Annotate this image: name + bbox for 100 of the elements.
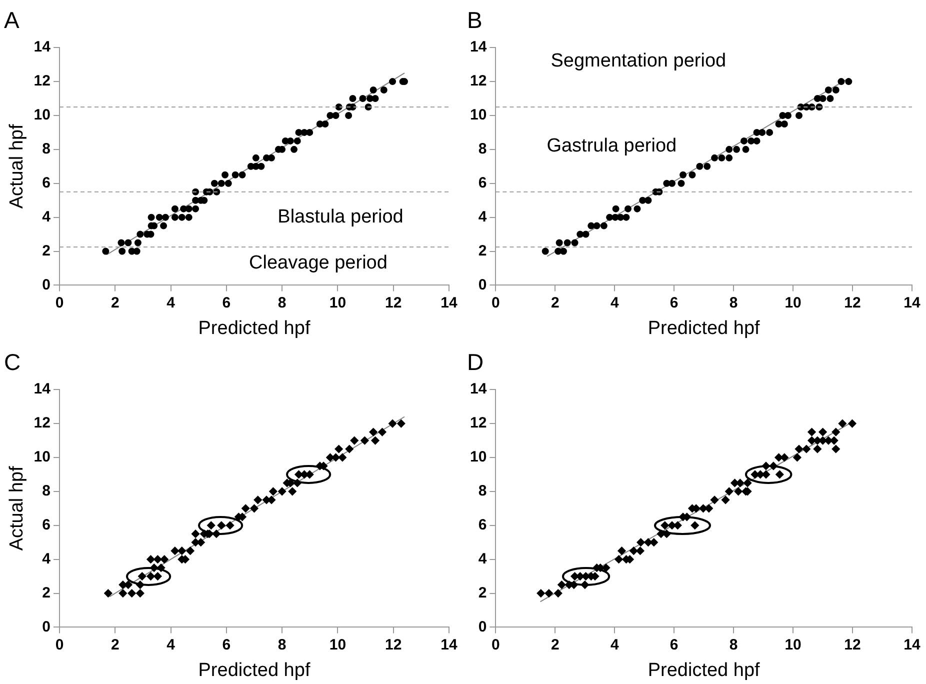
x-tick-label: 2 xyxy=(550,294,560,312)
y-tick-label: 4 xyxy=(42,208,52,226)
point xyxy=(560,248,567,255)
point xyxy=(269,487,278,496)
point xyxy=(154,572,162,580)
point xyxy=(668,180,676,187)
x-tick-label: 12 xyxy=(844,636,861,654)
point xyxy=(388,419,397,428)
y-tick-label: 4 xyxy=(42,550,52,568)
y-tick-label: 10 xyxy=(470,106,487,124)
x-tick-label: 12 xyxy=(844,294,861,312)
point xyxy=(360,436,369,445)
point xyxy=(733,146,740,153)
point xyxy=(138,572,146,580)
point xyxy=(845,78,852,86)
x-tick-label: 8 xyxy=(278,636,286,654)
x-tick-label: 14 xyxy=(904,294,921,312)
point xyxy=(191,530,200,538)
x-tick-label: 4 xyxy=(610,294,620,312)
point xyxy=(242,504,250,512)
x-axis-title: Predicted hpf xyxy=(648,318,761,339)
chart-title: B xyxy=(467,7,482,34)
point xyxy=(622,214,630,221)
point xyxy=(617,214,624,221)
point xyxy=(634,205,641,212)
point xyxy=(593,222,600,230)
point xyxy=(254,496,262,504)
point xyxy=(688,171,696,178)
y-tick-label: 6 xyxy=(478,516,487,534)
y-tick-label: 12 xyxy=(34,72,50,90)
annotation: Cleavage period xyxy=(249,252,388,274)
x-tick-label: 4 xyxy=(166,294,176,312)
y-tick-label: 6 xyxy=(478,174,487,192)
point xyxy=(678,180,685,187)
point xyxy=(160,555,168,564)
x-tick-label: 10 xyxy=(329,294,346,312)
point xyxy=(571,239,578,246)
x-tick-label: 6 xyxy=(222,294,231,312)
annotation: Segmentation period xyxy=(550,50,726,72)
x-tick-label: 2 xyxy=(110,636,120,654)
point xyxy=(128,589,136,598)
point xyxy=(753,137,760,144)
point xyxy=(600,222,608,230)
annotation: Gastrula period xyxy=(546,135,677,156)
y-tick-label: 12 xyxy=(470,72,487,90)
x-tick-label: 0 xyxy=(55,294,64,312)
y-tick-label: 0 xyxy=(42,618,50,636)
chart-title: C xyxy=(4,349,21,376)
annotation: Blastula period xyxy=(278,206,404,228)
point xyxy=(796,112,802,119)
point xyxy=(718,154,726,162)
y-tick-label: 8 xyxy=(42,140,50,158)
chart-title: D xyxy=(467,349,484,376)
y-tick-label: 2 xyxy=(42,242,50,260)
point xyxy=(838,78,845,86)
x-tick-label: 2 xyxy=(550,636,560,654)
y-axis-title: Actual hpf xyxy=(6,465,28,551)
point xyxy=(146,572,155,580)
point xyxy=(136,589,144,598)
y-tick-label: 12 xyxy=(34,414,50,432)
point xyxy=(582,230,590,238)
x-tick-label: 10 xyxy=(784,636,802,654)
y-tick-label: 6 xyxy=(42,174,50,192)
y-tick-label: 8 xyxy=(478,140,487,158)
point xyxy=(824,86,832,94)
y-tick-label: 0 xyxy=(478,276,487,294)
point xyxy=(104,589,112,598)
y-tick-label: 8 xyxy=(42,482,50,500)
x-tick-label: 8 xyxy=(278,294,286,312)
x-tick-label: 6 xyxy=(670,294,678,312)
y-tick-label: 0 xyxy=(478,618,487,636)
point xyxy=(644,196,652,204)
point xyxy=(624,205,632,212)
point xyxy=(819,95,826,102)
point xyxy=(784,112,792,119)
point xyxy=(766,128,774,136)
x-tick-label: 0 xyxy=(492,636,500,654)
point xyxy=(680,171,687,178)
point xyxy=(775,120,782,128)
x-tick-label: 14 xyxy=(440,294,458,312)
point xyxy=(711,154,718,162)
point xyxy=(378,428,386,436)
y-tick-label: 14 xyxy=(34,38,52,56)
point xyxy=(564,239,571,246)
y-tick-label: 2 xyxy=(478,242,487,260)
point xyxy=(226,521,234,530)
y-tick-label: 12 xyxy=(470,414,487,432)
x-tick-label: 6 xyxy=(222,636,231,654)
x-tick-label: 14 xyxy=(440,636,458,654)
y-tick-label: 2 xyxy=(478,584,487,602)
point xyxy=(780,120,788,128)
x-tick-label: 4 xyxy=(166,636,176,654)
point xyxy=(726,154,733,162)
point xyxy=(704,162,711,170)
point xyxy=(742,146,750,153)
point xyxy=(748,137,755,144)
y-tick-label: 14 xyxy=(34,380,52,398)
point xyxy=(639,196,646,204)
x-tick-label: 8 xyxy=(729,294,738,312)
point xyxy=(186,546,194,555)
